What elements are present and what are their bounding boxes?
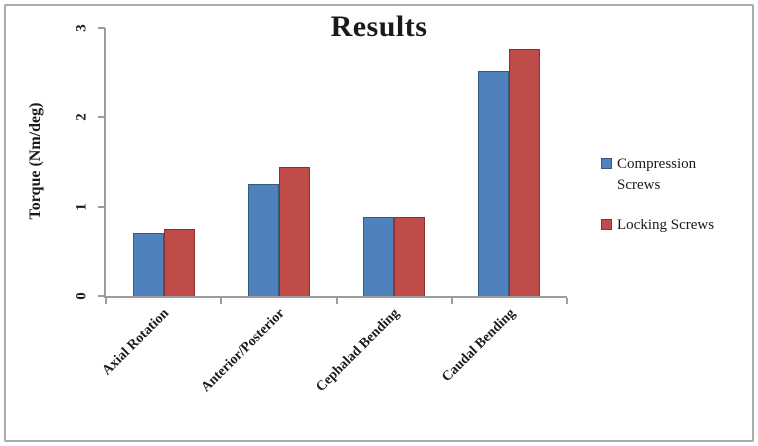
bar-group-anterior-posterior (221, 28, 336, 296)
bar-compression-screws-axial-rotation (132, 233, 164, 296)
bar-locking-screws-axial-rotation (163, 229, 195, 296)
bar-locking-screws-caudal-bending (509, 48, 541, 296)
plot-area: 0 1 2 3 Axial Rotation Anterior/Posterior Ceph… (74, 24, 568, 395)
legend-label: Locking Screws (617, 217, 715, 233)
bar-locking-screws-anterior-posterior (278, 167, 310, 296)
x-axis-tick (105, 298, 107, 304)
y-tick-label: 1 (73, 202, 90, 211)
x-axis-tick (220, 298, 223, 304)
bar-locking-screws-cephalad-bending (394, 217, 426, 296)
y-axis-tick (98, 205, 105, 208)
chart-title: Results (330, 10, 428, 43)
bar-compression-screws-caudal-bending (478, 70, 510, 296)
y-tick-label: 2 (73, 113, 90, 122)
x-axis-tick (566, 298, 568, 304)
legend-label: Compression Screws (617, 156, 697, 193)
y-axis-tick (98, 295, 105, 297)
legend-swatch-icon (601, 158, 612, 169)
legend-item-compression-screws: Compression Screws (601, 154, 731, 196)
y-axis-tick (98, 27, 105, 29)
bar-compression-screws-anterior-posterior (247, 184, 279, 296)
legend: Compression Screws Locking Screws (601, 154, 731, 255)
y-axis-tick (98, 116, 105, 119)
legend-item-locking-screws: Locking Screws (601, 215, 731, 236)
legend-swatch-icon (601, 219, 612, 230)
y-tick-label: 3 (73, 24, 90, 32)
y-tick-label: 0 (73, 292, 90, 300)
bar-compression-screws-cephalad-bending (363, 217, 395, 296)
bar-group-cephalad-bending (337, 28, 452, 296)
x-axis-tick (335, 298, 338, 304)
x-axis-tick (450, 298, 453, 304)
y-axis-title: Torque (Nm/deg) (27, 102, 44, 220)
bar-group-caudal-bending (452, 28, 567, 296)
bar-group-axial-rotation (106, 28, 221, 296)
